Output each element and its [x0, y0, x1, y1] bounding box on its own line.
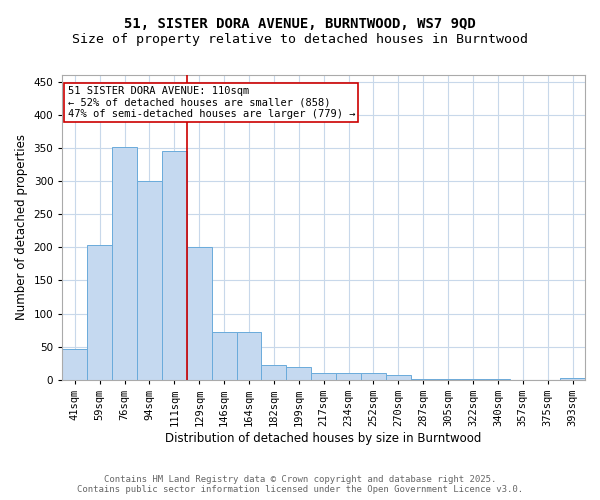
- Text: 51, SISTER DORA AVENUE, BURNTWOOD, WS7 9QD: 51, SISTER DORA AVENUE, BURNTWOOD, WS7 9…: [124, 18, 476, 32]
- Bar: [411, 378, 436, 380]
- Bar: [436, 378, 461, 380]
- Bar: [560, 378, 585, 380]
- Bar: [236, 332, 262, 380]
- Bar: [286, 366, 311, 380]
- Bar: [112, 148, 137, 380]
- Bar: [361, 374, 386, 380]
- Text: 51 SISTER DORA AVENUE: 110sqm
← 52% of detached houses are smaller (858)
47% of : 51 SISTER DORA AVENUE: 110sqm ← 52% of d…: [68, 86, 355, 119]
- Bar: [212, 332, 236, 380]
- Bar: [461, 378, 485, 380]
- Bar: [187, 248, 212, 380]
- X-axis label: Distribution of detached houses by size in Burntwood: Distribution of detached houses by size …: [166, 432, 482, 445]
- Bar: [162, 151, 187, 380]
- Text: Contains HM Land Registry data © Crown copyright and database right 2025.
Contai: Contains HM Land Registry data © Crown c…: [77, 474, 523, 494]
- Bar: [137, 181, 162, 380]
- Bar: [336, 372, 361, 380]
- Text: Size of property relative to detached houses in Burntwood: Size of property relative to detached ho…: [72, 32, 528, 46]
- Y-axis label: Number of detached properties: Number of detached properties: [15, 134, 28, 320]
- Bar: [386, 376, 411, 380]
- Bar: [311, 372, 336, 380]
- Bar: [262, 366, 286, 380]
- Bar: [62, 350, 87, 380]
- Bar: [87, 244, 112, 380]
